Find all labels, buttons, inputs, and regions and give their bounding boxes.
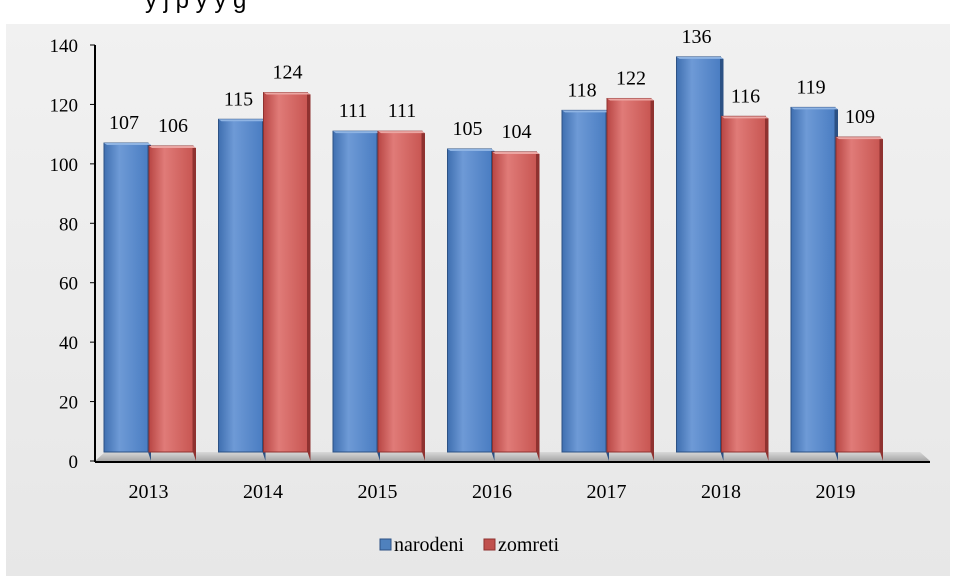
data-label: 124 [273,62,303,84]
bar-top-face [104,143,151,146]
bar-side-face [880,137,883,461]
bar-top-face [447,149,495,151]
data-label: 116 [731,85,760,107]
bar-side-face [193,146,196,461]
x-tick-label: 2018 [701,481,741,503]
caption-fragment-text: y j p y y g [145,0,247,14]
bar-zomreti-2017 [606,97,652,453]
data-label: 136 [682,26,712,48]
bar-top-face [333,131,380,134]
bar-top-face [676,56,724,59]
bar-top-face [149,146,196,149]
y-tick-label: 120 [50,95,79,116]
legend-swatch-narodeni [379,538,392,551]
data-label: 107 [109,112,139,134]
bar-side-face [422,131,425,461]
y-tick-label: 40 [59,333,78,354]
bar-zomreti-2019 [835,136,881,453]
data-label: 119 [796,76,825,98]
y-tick-label: 20 [59,393,78,414]
bar-side-face [307,92,311,462]
x-tick-label: 2015 [358,481,398,503]
bar-narodeni-2013 [103,142,149,453]
data-label: 115 [224,88,253,110]
legend-label-zomreti: zomreti [498,534,560,556]
bar-narodeni-2018 [676,56,721,453]
legend-label-narodeni: narodeni [394,534,464,556]
data-label: 105 [453,118,483,140]
data-label: 106 [158,115,188,137]
bar-narodeni-2015 [332,130,378,453]
bar-side-face [536,151,540,461]
data-label: 111 [339,100,368,122]
bar-narodeni-2019 [790,106,836,453]
floor-plane [95,452,930,461]
caption-fragment: y j p y y g [0,0,956,24]
bar-top-face [378,131,425,134]
bar-top-face [562,110,609,113]
y-tick-label: 100 [50,155,79,176]
bar-top-face [791,107,838,110]
y-tick-label: 60 [59,274,78,295]
x-tick-label: 2019 [816,481,856,503]
bar-top-face [721,116,769,119]
data-label: 109 [845,106,875,128]
y-tick-label: 80 [59,214,78,235]
bar-top-face [836,137,883,140]
y-tick-label: 0 [69,452,79,473]
bar-zomreti-2015 [377,130,423,453]
data-label: 104 [502,121,532,143]
data-label: 122 [616,67,646,89]
x-tick-label: 2017 [587,481,627,503]
bar-zomreti-2016 [492,151,537,453]
data-label: 118 [567,79,596,101]
bar-top-face [492,151,540,154]
x-tick-label: 2013 [129,481,169,503]
x-tick-label: 2014 [243,481,283,503]
y-tick-label: 140 [50,36,79,57]
bar-zomreti-2014 [263,92,308,453]
bar-top-face [607,98,654,101]
data-label: 111 [388,100,417,122]
bar-side-face [651,98,654,461]
bar-narodeni-2017 [561,109,607,453]
bar-zomreti-2013 [148,145,194,453]
bar-narodeni-2016 [447,148,492,453]
bar-side-face [765,116,769,462]
legend-swatch-zomreti [483,538,496,551]
bar-top-face [263,92,311,95]
x-tick-label: 2016 [472,481,512,503]
bar-narodeni-2014 [218,118,263,453]
bar-zomreti-2018 [721,115,766,453]
bar-top-face [218,119,266,122]
